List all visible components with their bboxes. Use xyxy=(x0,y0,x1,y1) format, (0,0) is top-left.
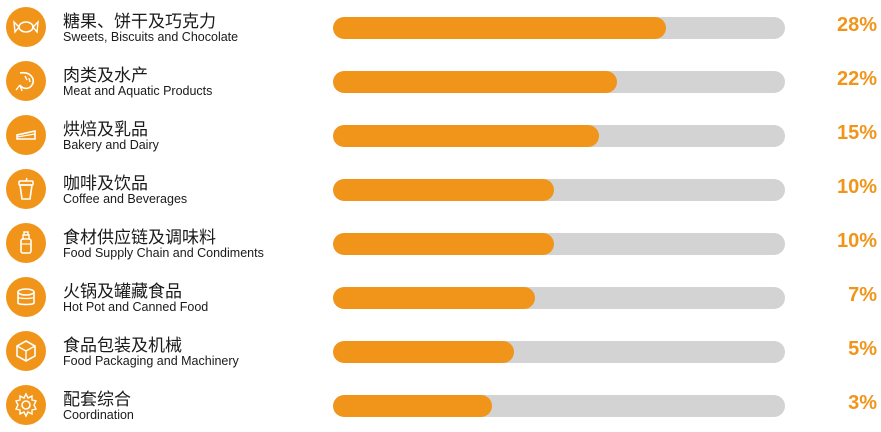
bar-fill xyxy=(333,125,599,147)
bar-fill xyxy=(333,71,617,93)
category-label-zh: 糖果、饼干及巧克力 xyxy=(63,12,216,32)
category-label-zh: 火锅及罐藏食品 xyxy=(63,282,182,302)
bar-fill xyxy=(333,179,554,201)
category-label-zh: 配套综合 xyxy=(63,390,131,410)
bar-fill xyxy=(333,17,666,39)
category-label-en: Bakery and Dairy xyxy=(63,138,159,152)
cake-icon xyxy=(6,115,46,155)
category-label-zh: 食品包装及机械 xyxy=(63,336,182,356)
can-icon xyxy=(6,277,46,317)
value-label: 28% xyxy=(836,14,877,36)
value-label: 10% xyxy=(836,176,877,198)
category-label-zh: 食材供应链及调味料 xyxy=(63,228,216,248)
chart-row: 配套综合 Coordination 3% xyxy=(0,378,881,432)
bottle-icon xyxy=(6,223,46,263)
value-label: 15% xyxy=(836,122,877,144)
value-label: 22% xyxy=(836,68,877,90)
box-icon xyxy=(6,331,46,371)
value-label: 7% xyxy=(848,284,877,306)
chart-row: 食材供应链及调味料 Food Supply Chain and Condiment… xyxy=(0,216,881,270)
category-label-en: Coordination xyxy=(63,408,134,422)
category-label-en: Food Supply Chain and Condiments xyxy=(63,246,264,260)
category-label-en: Sweets, Biscuits and Chocolate xyxy=(63,30,239,44)
bar-fill xyxy=(333,341,514,363)
bar-track xyxy=(333,71,785,93)
cup-icon xyxy=(6,169,46,209)
shrimp-icon xyxy=(6,61,46,101)
category-label-zh: 咖啡及饮品 xyxy=(63,174,148,194)
bar-track xyxy=(333,17,785,39)
category-label-en: Food Packaging and Machinery xyxy=(63,354,239,368)
category-label-zh: 肉类及水产 xyxy=(63,66,148,86)
bar-track xyxy=(333,125,785,147)
bar-fill xyxy=(333,287,535,309)
chart-row: 食品包装及机械 Food Packaging and Machinery 5% xyxy=(0,324,881,378)
category-label-en: Hot Pot and Canned Food xyxy=(63,300,209,314)
candy-icon xyxy=(6,7,46,47)
bar-track xyxy=(333,287,785,309)
bar-track xyxy=(333,233,785,255)
chart-row: 火锅及罐藏食品 Hot Pot and Canned Food 7% xyxy=(0,270,881,324)
chart-row: 咖啡及饮品 Coffee and Beverages 10% xyxy=(0,162,881,216)
category-label-en: Meat and Aquatic Products xyxy=(63,84,213,98)
gear-icon xyxy=(6,385,46,425)
bar-track xyxy=(333,179,785,201)
bar-track xyxy=(333,395,785,417)
value-label: 3% xyxy=(848,392,877,414)
chart-row: 肉类及水产 Meat and Aquatic Products 22% xyxy=(0,54,881,108)
bar-fill xyxy=(333,233,554,255)
bar-track xyxy=(333,341,785,363)
category-label-en: Coffee and Beverages xyxy=(63,192,188,206)
chart-row: 糖果、饼干及巧克力 Sweets, Biscuits and Chocolate 2… xyxy=(0,0,881,54)
chart-row: 烘焙及乳品 Bakery and Dairy 15% xyxy=(0,108,881,162)
bar-fill xyxy=(333,395,492,417)
category-label-zh: 烘焙及乳品 xyxy=(63,120,148,140)
value-label: 5% xyxy=(848,338,877,360)
value-label: 10% xyxy=(836,230,877,252)
